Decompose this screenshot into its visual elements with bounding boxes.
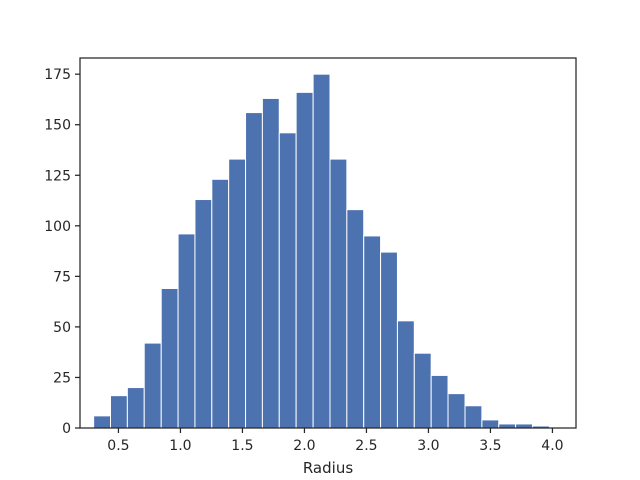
histogram-bar	[93, 415, 112, 429]
histogram-bar	[312, 73, 331, 429]
histogram-bar	[413, 352, 432, 429]
y-tick-label: 50	[53, 320, 71, 336]
histogram-bar	[396, 320, 415, 429]
x-axis-label: Radius	[303, 459, 353, 477]
y-tick-label: 125	[44, 168, 71, 184]
histogram-bar	[295, 91, 314, 429]
y-tick-label: 0	[62, 421, 71, 437]
histogram-bar	[363, 235, 382, 429]
x-tick-label: 3.5	[479, 438, 501, 454]
histogram-bar	[228, 158, 247, 429]
histogram-bar	[110, 395, 128, 429]
histogram-bar	[160, 287, 179, 429]
histogram-bar	[278, 132, 297, 429]
y-tick-label: 25	[53, 370, 71, 386]
x-tick-label: 0.5	[107, 438, 129, 454]
histogram-bar	[329, 158, 348, 429]
x-tick-label: 2.0	[293, 438, 315, 454]
x-tick-label: 1.5	[231, 438, 253, 454]
histogram-bar	[481, 419, 500, 429]
histogram-bar	[346, 209, 365, 429]
x-tick-label: 2.5	[355, 438, 377, 454]
y-tick-label: 150	[44, 118, 71, 134]
y-axis-ticks: 0 25 50 75 100 125 150 175	[44, 67, 80, 437]
histogram-bar	[126, 387, 145, 429]
plot-frame	[79, 57, 577, 429]
bars-group	[93, 73, 550, 429]
x-tick-label: 4.0	[541, 438, 563, 454]
histogram-bar	[143, 342, 162, 429]
y-tick-label: 100	[44, 219, 71, 235]
y-tick-label: 75	[53, 269, 71, 285]
x-tick-label: 3.0	[417, 438, 439, 454]
x-tick-label: 1.0	[169, 438, 191, 454]
histogram-bar	[261, 97, 280, 429]
histogram-bar	[245, 112, 263, 429]
x-axis-ticks: 0.5 1.0 1.5 2.0 2.5 3.0 3.5 4.0	[107, 428, 564, 454]
histogram-bar	[177, 233, 196, 429]
y-tick-label: 175	[44, 67, 71, 83]
histogram-bar	[447, 393, 466, 429]
histogram-bar	[211, 178, 230, 429]
histogram-bar	[194, 199, 213, 429]
histogram-bar	[430, 374, 449, 429]
histogram-bar	[464, 405, 483, 429]
histogram-bar	[380, 251, 398, 429]
